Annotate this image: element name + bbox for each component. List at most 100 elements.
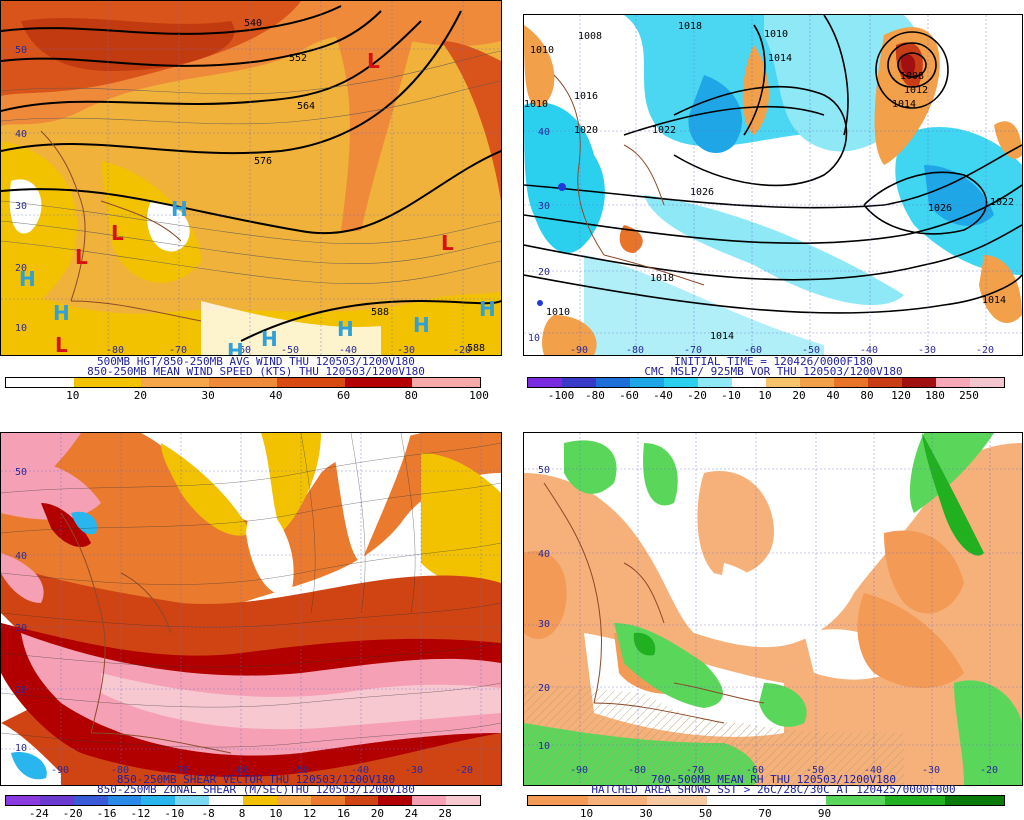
- isobar-label: 1014: [982, 295, 1007, 306]
- colorbar: [527, 795, 1005, 806]
- high-symbol: H: [479, 297, 496, 321]
- lat-label: 20: [538, 267, 551, 278]
- low-symbol: L: [111, 221, 124, 245]
- isobar-label: 1022: [652, 125, 677, 136]
- panel-caption: 850-250MB MEAN WIND SPEED (KTS) THU 1205…: [87, 365, 425, 378]
- colorbar-tick-label: -40: [653, 389, 673, 402]
- colorbar-tick-label: 24: [404, 807, 418, 820]
- isobar-label: 1010: [546, 307, 571, 318]
- lon-label: -70: [169, 345, 188, 356]
- isobar-label: 1016: [574, 91, 599, 102]
- colorbar-ticks: -100 -80 -60 -40 -20 -10 10 20 40 80 120 180 250: [527, 389, 1003, 402]
- colorbar-tick-label: 10: [758, 389, 772, 402]
- colorbar-tick-label: 100: [469, 389, 489, 402]
- colorbar-tick-label: 40: [826, 389, 840, 402]
- high-symbol: H: [261, 327, 278, 351]
- colorbar-tick-label: -20: [62, 807, 83, 820]
- map-wind-speed: 540 552 564 576 588 588 50 40 30 20 10 -…: [0, 0, 502, 356]
- isobar-label: 1010: [530, 45, 555, 56]
- lat-label: 10: [538, 741, 551, 752]
- lat-label: 20: [15, 685, 28, 696]
- colorbar-swatch: [73, 796, 108, 805]
- mean-rh-field: [524, 433, 1022, 785]
- colorbar-swatch: [141, 378, 210, 387]
- colorbar-swatch: [209, 796, 244, 805]
- colorbar-tick-label: 12: [303, 807, 317, 820]
- lat-label: 50: [15, 467, 28, 478]
- lat-label: 20: [538, 683, 551, 694]
- colorbar-tick-label: 20: [792, 389, 806, 402]
- wind-speed-field: [1, 1, 501, 355]
- colorbar-tick-label: 20: [370, 807, 385, 820]
- lon-label: -60: [744, 345, 763, 356]
- panel-zonal-shear: 50 40 30 20 10 -90 -80 -70 -60 -50 -40 -…: [0, 410, 512, 820]
- panel-caption: 850-250MB SHEAR VECTOR THU 120503/1200V1…: [116, 773, 396, 786]
- colorbar: [5, 795, 481, 806]
- colorbar-swatch: [141, 796, 176, 805]
- contour-label: 540: [244, 18, 263, 29]
- high-symbol: H: [413, 313, 430, 337]
- map-mean-rh: 50 40 30 20 10 -90 -80 -70 -60 -50 -40 -…: [523, 432, 1023, 786]
- lon-label: -80: [106, 345, 125, 356]
- colorbar-tick-label: -20: [687, 389, 707, 402]
- colorbar-tick-label: -100: [547, 389, 575, 402]
- high-symbol: H: [227, 339, 244, 356]
- colorbar-tick-label: 40: [269, 389, 283, 402]
- colorbar-swatch: [825, 796, 885, 805]
- colorbar-ticks: 10 20 30 40 60 80 100: [5, 389, 489, 402]
- colorbar-tick-label: 10: [66, 389, 80, 402]
- isobar-label: 1020: [574, 125, 599, 136]
- lon-label: -40: [339, 345, 358, 356]
- lon-label: -90: [570, 345, 589, 356]
- colorbar-swatch: [970, 378, 1004, 387]
- map-mslp-vorticity: 1008 1018 1010 1010 1014 1016 1010 1020 …: [523, 14, 1023, 356]
- lon-label: -70: [684, 345, 703, 356]
- lon-label: -90: [51, 765, 70, 776]
- lon-label: -60: [231, 765, 250, 776]
- colorbar-tick-label: 90: [817, 807, 832, 820]
- colorbar-swatch: [344, 378, 413, 387]
- isobar-label: 1012: [904, 85, 929, 96]
- panel-wind-speed: 540 552 564 576 588 588 50 40 30 20 10 -…: [0, 0, 512, 409]
- panel-caption: HATCHED AREA SHOWS SST > 26C/28C/30C AT …: [591, 783, 956, 796]
- lon-label: -50: [291, 765, 310, 776]
- colorbar-swatch: [412, 378, 481, 387]
- lon-label: -40: [860, 345, 879, 356]
- high-symbol: H: [53, 301, 70, 325]
- panel-mslp-vorticity: 1008 1018 1010 1010 1014 1016 1010 1020 …: [523, 0, 1024, 409]
- high-symbol: H: [171, 197, 188, 221]
- isobar-label: 1026: [690, 187, 715, 198]
- lon-label: -90: [570, 765, 589, 776]
- colorbar-swatch: [936, 378, 970, 387]
- colorbar-swatch: [868, 378, 902, 387]
- colorbar-tick-label: 30: [201, 389, 215, 402]
- lon-label: -30: [405, 765, 424, 776]
- lat-label: 30: [15, 201, 28, 212]
- isobar-label: 1014: [768, 53, 793, 64]
- colorbar-tick-label: 28: [438, 807, 452, 820]
- lon-label: -40: [864, 765, 883, 776]
- colorbar-tick-label: -12: [130, 807, 151, 820]
- colorbar-swatch: [528, 378, 562, 387]
- colorbar-tick-label: 80: [404, 389, 418, 402]
- panel-caption: 850-250MB ZONAL SHEAR (M/SEC)THU 120503/…: [97, 783, 415, 796]
- lon-label: -20: [455, 765, 474, 776]
- isobar-label: 1026: [928, 203, 953, 214]
- panel-caption: INITIAL TIME = 120426/0000F180: [674, 355, 873, 368]
- high-symbol: H: [19, 267, 36, 291]
- colorbar-swatch: [885, 796, 945, 805]
- lon-label: -50: [806, 765, 825, 776]
- lon-label: -50: [281, 345, 300, 356]
- colorbar-swatch: [596, 378, 630, 387]
- map-zonal-shear: 50 40 30 20 10 -90 -80 -70 -60 -50 -40 -…: [0, 432, 502, 786]
- lon-label: -70: [171, 765, 190, 776]
- lon-label: -20: [976, 345, 995, 356]
- colorbar-tick-label: -80: [585, 389, 605, 402]
- contour-label: 552: [289, 53, 308, 64]
- lat-label: 10: [15, 323, 28, 334]
- colorbar-swatch: [276, 378, 345, 387]
- contour-label: 576: [254, 156, 273, 167]
- lon-label: -40: [351, 765, 370, 776]
- isobar-label: 1018: [678, 21, 703, 32]
- colorbar-tick-label: -60: [619, 389, 639, 402]
